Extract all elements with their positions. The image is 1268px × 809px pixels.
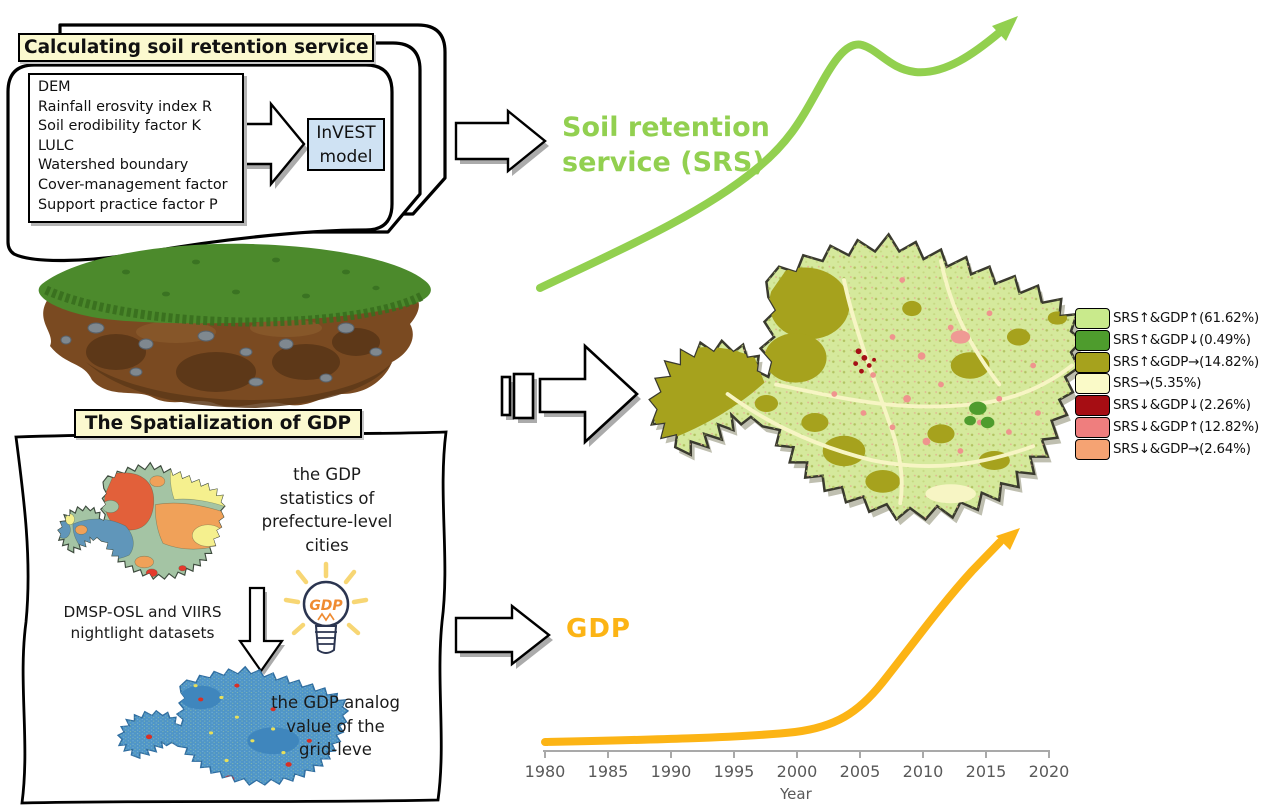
soil-stones: [60, 322, 383, 387]
bulb-gdp-text: GDP: [309, 598, 343, 614]
list-item: DEM: [38, 79, 71, 95]
tick-label: 1995: [713, 762, 755, 781]
srs-pipeline-title-text: Calculating soil retention service: [24, 37, 369, 58]
map-olive-patches: [650, 267, 1068, 493]
gdp-stats-text: the GDP statistics of prefecture-level c…: [261, 465, 393, 555]
srs-gdp-change-map: [648, 233, 1086, 526]
legend-label: SRS↑&GDP↑(61.62%): [1113, 311, 1260, 326]
gdp-lightbulb-icon: GDP: [283, 561, 369, 654]
map-red-cluster: [853, 348, 877, 374]
tick-label: 2000: [776, 762, 818, 781]
legend-swatch: [1075, 395, 1110, 417]
gdp-analog-text: the GDP analog value of the grid-leve: [271, 693, 400, 759]
gdp-trend-curve: [541, 528, 1020, 746]
tick-label: 2010: [902, 762, 944, 781]
tick-label: 1980: [524, 762, 566, 781]
legend-label: SRS↓&GDP↑(12.82%): [1113, 419, 1260, 435]
arrow-to-gdp: [454, 603, 553, 669]
legend-row: SRS↑&GDP↑(61.62%): [1075, 308, 1260, 329]
legend-label: SRS↓&GDP→(2.64%): [1113, 441, 1251, 457]
srs-curve-arrowhead: [992, 16, 1018, 41]
legend-swatch: [1075, 416, 1110, 438]
legend-row: SRS↑&GDP↓(0.49%): [1075, 329, 1259, 351]
map-legend: SRS↑&GDP↑(61.62%) SRS↑&GDP↓(0.49%) SRS↑&…: [1075, 308, 1260, 460]
legend-swatch: [1075, 329, 1110, 351]
list-item: Support practice factor P: [38, 196, 218, 213]
list-item: LULC: [38, 137, 74, 154]
map-river-lines: [725, 259, 1074, 506]
map-darkgreen-patches: [964, 401, 995, 429]
legend-label: SRS→(5.35%): [1113, 376, 1202, 392]
soil-illustration: [38, 243, 431, 408]
gdp-choropleth-map: [57, 462, 226, 580]
axis-label-year: Year: [780, 785, 812, 803]
legend-label: SRS↑&GDP→(14.82%): [1113, 354, 1260, 370]
srs-output-label: Soil retention service (SRS): [562, 112, 770, 178]
gdp-curve-arrowhead: [996, 528, 1020, 550]
srs-pipeline-title: Calculating soil retention service: [18, 33, 374, 62]
legend-row: SRS↓&GDP→(2.64%): [1075, 438, 1259, 460]
legend-swatch: [1075, 373, 1110, 395]
legend-row: SRS↓&GDP↑(12.82%): [1075, 416, 1260, 438]
legend-swatch: [1075, 438, 1110, 460]
arrow-inputs-to-invest: [233, 100, 308, 189]
legend-row: SRS→(5.35%): [1075, 373, 1259, 395]
grass-top: [38, 243, 431, 324]
legend-row: SRS↑&GDP→(14.82%): [1075, 351, 1260, 373]
arrow-to-map: [500, 343, 641, 447]
map-pink-dots: [831, 277, 1041, 454]
gdp-output-label: GDP: [566, 614, 631, 644]
bulb-rays: [283, 561, 369, 636]
soil-dark-patches: [86, 328, 394, 408]
tick-label: 1990: [650, 762, 692, 781]
gdp-pipeline-title-text: The Spatialization of GDP: [84, 413, 352, 434]
grass-dots: [122, 257, 380, 299]
legend-row: SRS↓&GDP↓(2.26%): [1075, 395, 1259, 417]
timeline-axis: [543, 750, 1050, 758]
gdp-pipeline-title: The Spatialization of GDP: [74, 409, 362, 438]
list-item: Rainfall erosvity index R: [38, 98, 213, 115]
legend-swatch: [1075, 308, 1110, 329]
invest-input-list: DEM Rainfall erosvity index R Soil erodi…: [28, 73, 244, 223]
invest-model-label: InVEST model: [316, 122, 376, 167]
legend-swatch: [1075, 351, 1110, 373]
tick-label: 1985: [587, 762, 629, 781]
arrow-to-srs: [454, 108, 549, 176]
legend-label: SRS↓&GDP↓(2.26%): [1113, 398, 1251, 414]
invest-model-box: InVEST model: [307, 118, 385, 171]
arrow-down: [237, 586, 285, 675]
list-item: Soil erodibility factor K: [38, 118, 201, 135]
legend-label: SRS↑&GDP↓(0.49%): [1113, 332, 1251, 348]
list-item: Cover-management factor: [38, 176, 228, 193]
tick-label: 2015: [965, 762, 1007, 781]
srs-trend-curve: [536, 16, 1018, 292]
list-item: Watershed boundary: [38, 157, 189, 174]
tick-label: 2020: [1028, 762, 1070, 781]
nightlight-datasets-text: DMSP-OSL and VIIRS nightlight datasets: [63, 603, 222, 642]
tick-label: 2005: [839, 762, 881, 781]
